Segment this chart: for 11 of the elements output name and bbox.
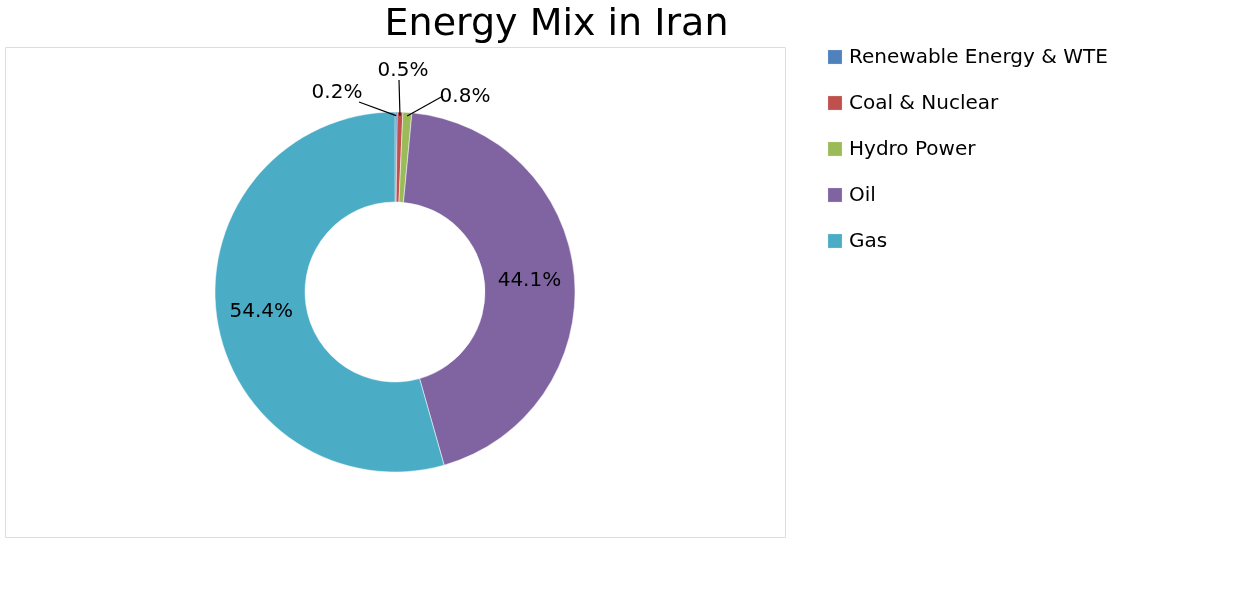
legend-label: Hydro Power xyxy=(849,136,977,160)
chart-title: Energy Mix in Iran xyxy=(384,0,729,44)
data-label: 0.8% xyxy=(439,83,491,107)
legend-label: Coal & Nuclear xyxy=(849,90,1000,114)
data-label: 44.1% xyxy=(497,266,562,291)
legend-label: Renewable Energy & WTE xyxy=(849,44,1108,68)
data-label: 0.5% xyxy=(377,57,429,81)
legend-label: Gas xyxy=(849,228,888,252)
legend-label: Oil xyxy=(849,182,876,206)
data-label: 54.4% xyxy=(229,297,294,322)
data-label: 0.2% xyxy=(311,79,363,103)
